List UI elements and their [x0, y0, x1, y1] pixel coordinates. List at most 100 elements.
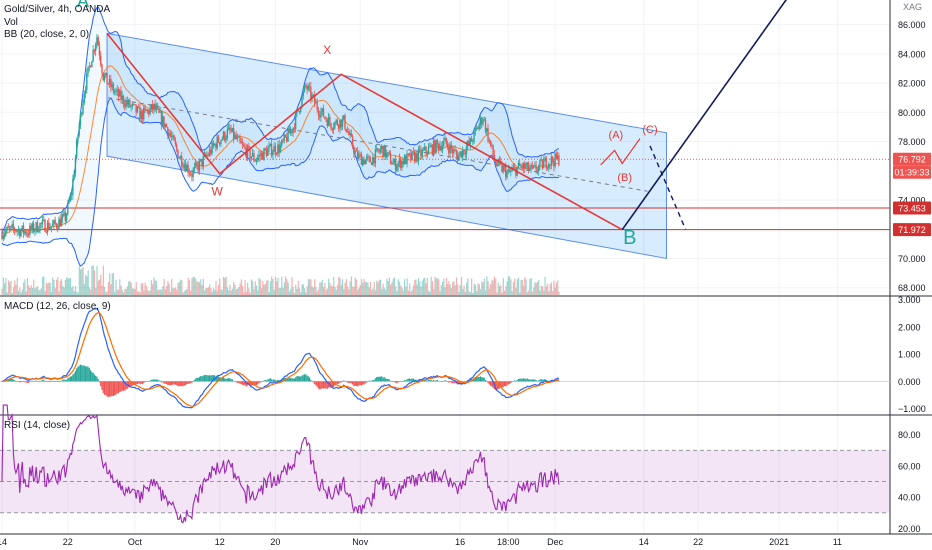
candle-body — [219, 142, 221, 145]
macd-histogram-bar — [296, 376, 298, 382]
legend-macd[interactable]: MACD (12, 26, close, 9) — [4, 301, 111, 312]
candle-body — [259, 154, 261, 157]
legend-title[interactable]: Gold/Silver, 4h, OANDA — [4, 4, 111, 15]
candle-body — [225, 138, 227, 141]
volume-bar — [126, 286, 129, 295]
candle-body — [464, 153, 466, 155]
grid-lines — [0, 0, 932, 535]
candle-body — [248, 145, 250, 148]
price-axis[interactable]: XAG 68.000 70.000 74.000 78.000 80.000 82.000 8… — [893, 2, 931, 534]
volume-bar — [385, 290, 387, 295]
candle-body — [208, 149, 211, 156]
candle-body — [278, 144, 280, 153]
candle-body — [77, 134, 79, 141]
macd-histogram-bar — [489, 381, 492, 386]
candle-body — [529, 168, 531, 171]
candle-body — [427, 146, 430, 155]
level-badge-bg — [893, 201, 931, 215]
volume-bar — [235, 289, 237, 295]
annotations-layer[interactable]: A W X (A) (C) (B) B — [77, 0, 789, 249]
macd-histogram-bar — [182, 381, 184, 387]
macd-histogram-bar — [198, 376, 201, 382]
volume-bar — [433, 289, 435, 295]
volume-bar — [23, 282, 25, 295]
macd-histogram-bar — [445, 380, 447, 382]
volume-bar — [463, 285, 465, 295]
candle-body — [200, 159, 202, 161]
macd-histogram-bar — [268, 378, 270, 382]
candle-body — [162, 116, 164, 125]
volume-bar — [116, 289, 118, 295]
macd-line — [1, 307, 560, 409]
volume-bar — [183, 291, 185, 295]
wave-label: (A) — [609, 130, 624, 142]
volume-bar — [241, 285, 244, 295]
candle-body — [484, 119, 487, 132]
candle-body — [221, 138, 223, 141]
volume-bar — [390, 284, 392, 295]
legend-volume[interactable]: Vol — [4, 17, 18, 28]
candle-body — [15, 230, 17, 232]
candle-body — [19, 229, 21, 237]
macd-histogram-bar — [179, 381, 182, 386]
macd-histogram-bar — [397, 381, 399, 383]
volume-bar — [153, 277, 155, 295]
candle-body — [6, 226, 8, 231]
macd-histogram-bar — [308, 377, 311, 382]
macd-histogram-bar — [350, 381, 352, 384]
macd-histogram-bar — [368, 380, 370, 382]
candle-body — [72, 179, 74, 196]
legend-rsi[interactable]: RSI (14, close) — [4, 420, 71, 431]
volume-bar — [45, 282, 47, 295]
macd-panel-plot[interactable] — [0, 307, 890, 409]
macd-histogram-bar — [446, 381, 449, 382]
macd-histogram-bar — [200, 376, 202, 382]
macd-histogram-bar — [173, 381, 175, 385]
macd-histogram-bar — [440, 381, 442, 382]
candle-body — [78, 125, 80, 135]
macd-histogram-bar — [146, 381, 149, 382]
candle-body — [448, 147, 450, 154]
candle-body — [545, 158, 547, 169]
candle-body — [431, 145, 434, 154]
volume-bar — [492, 280, 494, 295]
candle-body — [331, 128, 334, 130]
candle-body — [506, 171, 508, 178]
time-axis[interactable]: 14 22 Oct 12 20 Nov 16 18:00 Dec 14 22 2021 11 — [0, 537, 842, 547]
macd-histogram-bar — [434, 380, 436, 382]
macd-histogram-bar — [31, 380, 33, 382]
macd-histogram-bar — [511, 381, 513, 383]
macd-histogram-bar — [150, 379, 152, 382]
volume-bar — [82, 267, 84, 295]
volume-bar — [166, 286, 168, 295]
macd-histogram-bar — [96, 376, 98, 382]
candle-body — [459, 151, 461, 155]
volume-bar — [164, 289, 166, 295]
volume-bar — [397, 279, 399, 295]
candle-body — [556, 155, 559, 159]
candle-body — [307, 86, 310, 90]
candle-body — [274, 146, 277, 154]
volume-bar — [381, 289, 383, 295]
rsi-panel-plot[interactable] — [1, 404, 560, 524]
candle-body — [232, 128, 235, 139]
macd-histogram-bar — [191, 381, 193, 383]
candle-body — [398, 158, 401, 163]
legend-bb[interactable]: BB (20, close, 2, 0) — [4, 29, 90, 40]
candle-body — [353, 147, 355, 154]
volume-bar — [540, 285, 542, 295]
candle-body — [237, 136, 240, 138]
candle-body — [517, 163, 520, 168]
volume-bar — [24, 279, 26, 295]
macd-histogram-bar — [355, 381, 357, 386]
volume-bar — [354, 277, 356, 295]
volume-bar — [262, 280, 264, 295]
candle-body — [364, 159, 366, 165]
volume-bar — [248, 288, 250, 295]
candle-body — [424, 146, 426, 150]
candle-body — [384, 145, 387, 158]
volume-bar — [273, 290, 275, 295]
candle-body — [483, 119, 485, 121]
candle-body — [267, 148, 269, 156]
